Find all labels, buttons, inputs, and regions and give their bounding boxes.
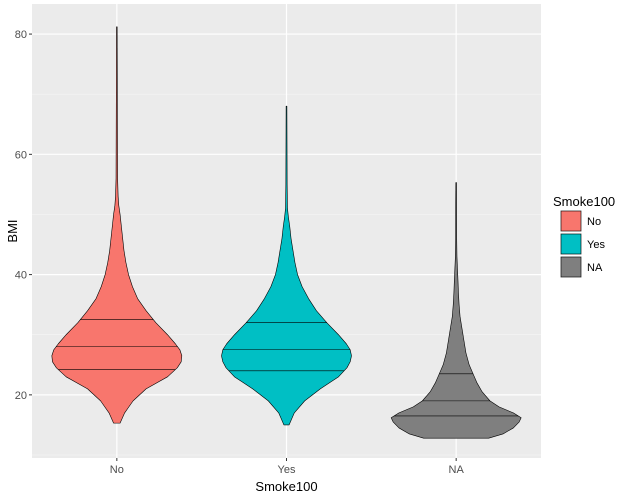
y-axis: 20 40 60 80: [15, 29, 32, 402]
legend-swatch: [560, 256, 582, 278]
violin-no: [51, 26, 183, 424]
y-tick-label: 20: [15, 390, 27, 402]
legend-label: NA: [587, 262, 603, 274]
legend-swatch: [560, 210, 582, 232]
legend-title: Smoke100: [553, 194, 615, 209]
legend-keys: No Yes NA: [560, 210, 605, 278]
legend-swatch: [560, 233, 582, 255]
x-tick-label: No: [110, 464, 124, 476]
x-axis-title: Smoke100: [255, 479, 317, 494]
y-tick-label: 40: [15, 270, 27, 282]
violin-shape: [51, 26, 183, 424]
y-tick-label: 80: [15, 29, 27, 41]
x-axis: No Yes NA: [110, 458, 465, 476]
y-axis-title: BMI: [5, 219, 20, 242]
violin-yes: [221, 105, 352, 426]
legend-label: No: [587, 216, 601, 228]
x-tick-label: NA: [449, 464, 465, 476]
legend: Smoke100 No Yes NA: [553, 194, 615, 278]
y-tick-label: 60: [15, 149, 27, 161]
violins: [51, 26, 522, 439]
violin-na: [390, 182, 522, 439]
x-tick-label: Yes: [278, 464, 296, 476]
legend-label: Yes: [587, 239, 605, 251]
